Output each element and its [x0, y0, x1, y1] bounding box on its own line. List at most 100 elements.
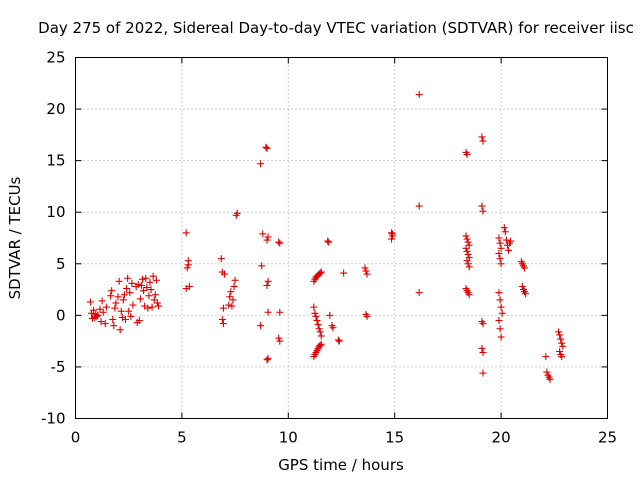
data-point: [479, 207, 487, 215]
data-point: [229, 296, 237, 304]
data-point: [313, 317, 321, 325]
plot-frame: [75, 57, 608, 419]
data-point: [182, 229, 190, 237]
data-point: [128, 279, 136, 287]
data-point: [233, 209, 241, 217]
data-point: [340, 269, 348, 277]
data-point: [558, 339, 566, 347]
data-point: [276, 308, 284, 316]
data-point: [124, 274, 132, 282]
data-point: [463, 257, 471, 265]
data-point: [259, 230, 267, 238]
data-point: [90, 306, 98, 314]
data-point: [126, 289, 134, 297]
data-point: [150, 296, 158, 304]
data-point: [226, 293, 234, 301]
y-tick-label: 5: [56, 255, 66, 273]
data-point: [315, 325, 323, 333]
data-point: [263, 236, 271, 244]
data-point: [146, 278, 154, 286]
data-point: [144, 304, 152, 312]
data-point: [96, 305, 104, 313]
data-point: [496, 325, 504, 333]
data-point: [317, 340, 325, 348]
x-tick-label: 25: [598, 429, 617, 447]
data-point: [521, 264, 529, 272]
data-point: [263, 281, 271, 289]
y-tick-label: 25: [46, 49, 65, 67]
data-point: [111, 304, 119, 312]
data-point: [108, 287, 116, 295]
data-point: [462, 232, 470, 240]
data-point: [220, 270, 228, 278]
data-point: [312, 312, 320, 320]
data-point: [264, 233, 272, 241]
data-point: [388, 229, 396, 237]
data-point: [497, 303, 505, 311]
data-point: [275, 238, 283, 246]
data-point: [361, 264, 369, 272]
data-point: [463, 150, 471, 158]
data-points: [86, 91, 567, 383]
data-point: [555, 328, 563, 336]
chart-title: Day 275 of 2022, Sidereal Day-to-day VTE…: [38, 19, 634, 37]
data-point: [98, 297, 106, 305]
data-point: [362, 267, 370, 275]
data-point: [495, 317, 503, 325]
data-point: [326, 311, 334, 319]
data-point: [334, 336, 342, 344]
data-point: [228, 302, 236, 310]
data-point: [183, 264, 191, 272]
data-point: [218, 315, 226, 323]
data-point: [120, 291, 128, 299]
data-point: [556, 331, 564, 339]
data-point: [496, 255, 504, 263]
y-axis-label: SDTVAR / TECUs: [6, 176, 24, 299]
grid: [75, 57, 608, 419]
data-point: [463, 235, 471, 243]
data-point: [388, 235, 396, 243]
data-point: [363, 270, 371, 278]
data-point: [101, 320, 109, 328]
data-point: [462, 244, 470, 252]
data-point: [149, 272, 157, 280]
data-point: [558, 353, 566, 361]
data-point: [264, 308, 272, 316]
data-point: [109, 315, 117, 323]
data-point: [479, 348, 487, 356]
data-point: [257, 160, 265, 168]
data-point: [363, 312, 371, 320]
data-point: [219, 320, 227, 328]
x-tick-label: 0: [71, 429, 81, 447]
data-point: [112, 299, 120, 307]
y-tick-label: -5: [51, 358, 66, 376]
data-point: [227, 288, 235, 296]
data-point: [147, 286, 155, 294]
data-point: [507, 237, 515, 245]
data-point: [310, 303, 318, 311]
data-point: [257, 322, 265, 330]
data-point: [217, 255, 225, 263]
data-point: [93, 312, 101, 320]
data-point: [142, 274, 150, 282]
data-point: [556, 347, 564, 355]
data-point: [498, 309, 506, 317]
data-point: [134, 280, 142, 288]
data-point: [116, 326, 124, 334]
data-point: [127, 312, 135, 320]
axis-ticks: 0 5 10 15 20 25 -10 -5 0 5 10 15 20 25: [41, 49, 617, 447]
data-point: [464, 251, 472, 259]
data-point: [276, 337, 284, 345]
data-point: [263, 144, 271, 152]
data-point: [125, 307, 133, 315]
data-point: [115, 277, 123, 285]
data-point: [335, 337, 343, 345]
data-point: [497, 333, 505, 341]
data-point: [262, 143, 270, 151]
data-point: [478, 202, 486, 210]
x-tick-label: 15: [385, 429, 404, 447]
data-point: [500, 224, 508, 232]
data-point: [86, 298, 94, 306]
data-point: [505, 246, 513, 254]
data-point: [317, 268, 325, 276]
